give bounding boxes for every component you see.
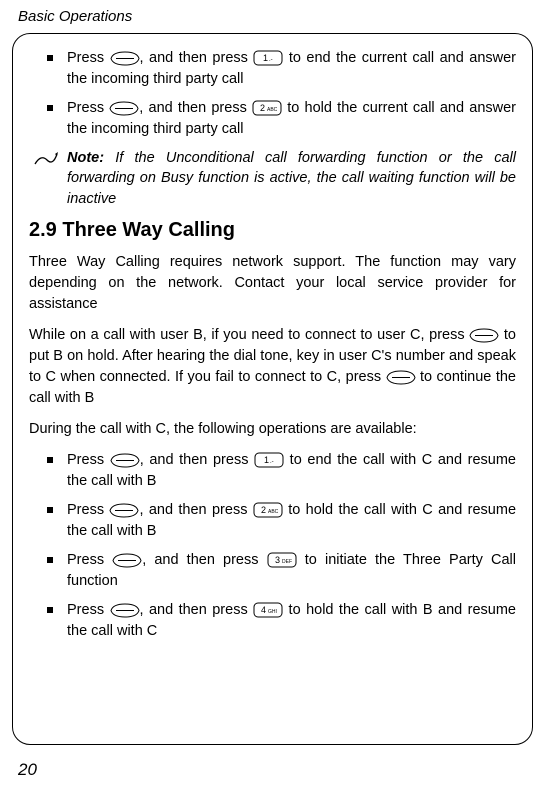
- svg-text:1: 1: [264, 455, 269, 465]
- page-header: Basic Operations: [0, 0, 545, 31]
- softkey-icon: [109, 503, 139, 518]
- svg-text:3: 3: [275, 555, 280, 565]
- softkey-icon: [386, 370, 416, 385]
- note-body: If the Unconditional call forwarding fun…: [67, 150, 516, 207]
- bullet-dot: [47, 607, 53, 613]
- bullet-dot: [47, 55, 53, 61]
- list-item-text: Press , and then press 1.- to end the ca…: [67, 450, 516, 492]
- softkey-icon: [110, 51, 140, 66]
- softkey-icon: [110, 603, 140, 618]
- list-item-text: Press , and then press 3DEF to initiate …: [67, 550, 516, 592]
- note-text: Note: If the Unconditional call forwardi…: [67, 148, 516, 209]
- note-block: Note: If the Unconditional call forwardi…: [33, 148, 516, 209]
- content-frame: Press , and then press 1.- to end the cu…: [12, 33, 533, 745]
- list-item: Press , and then press 1.- to end the cu…: [47, 48, 516, 90]
- svg-text:DEF: DEF: [282, 559, 292, 565]
- paragraph-1: Three Way Calling requires network suppo…: [29, 252, 516, 315]
- paragraph-3: During the call with C, the following op…: [29, 419, 516, 440]
- bullet-dot: [47, 507, 53, 513]
- bullet-dot: [47, 557, 53, 563]
- svg-text:ABC: ABC: [268, 509, 279, 515]
- list-item: Press , and then press 2ABC to hold the …: [47, 98, 516, 140]
- svg-text:.-: .-: [270, 459, 274, 465]
- svg-text:2: 2: [261, 505, 266, 515]
- list-item-text: Press , and then press 2ABC to hold the …: [67, 500, 516, 542]
- svg-text:.-: .-: [269, 57, 273, 63]
- page-number: 20: [18, 760, 37, 780]
- svg-text:4: 4: [261, 605, 266, 615]
- key-4-icon: 4GHI: [253, 602, 283, 618]
- key-2-icon: 2ABC: [253, 502, 283, 518]
- section-heading: 2.9 Three Way Calling: [29, 219, 516, 242]
- softkey-icon: [112, 553, 142, 568]
- svg-text:ABC: ABC: [267, 107, 278, 113]
- key-1-icon: 1.-: [254, 452, 284, 468]
- key-1-icon: 1.-: [253, 50, 283, 66]
- list-item: Press , and then press 3DEF to initiate …: [47, 550, 516, 592]
- bullet-dot: [47, 457, 53, 463]
- key-2-icon: 2ABC: [252, 100, 282, 116]
- note-label: Note:: [67, 150, 104, 166]
- softkey-icon: [109, 101, 139, 116]
- paragraph-2: While on a call with user B, if you need…: [29, 325, 516, 409]
- softkey-icon: [469, 328, 499, 343]
- pencil-icon: [33, 148, 59, 209]
- bullet-dot: [47, 105, 53, 111]
- list-item: Press , and then press 1.- to end the ca…: [47, 450, 516, 492]
- list-item-text: Press , and then press 1.- to end the cu…: [67, 48, 516, 90]
- list-item-text: Press , and then press 4GHI to hold the …: [67, 600, 516, 642]
- key-3-icon: 3DEF: [267, 552, 297, 568]
- svg-text:1: 1: [263, 53, 268, 63]
- svg-text:2: 2: [260, 103, 265, 113]
- list-item-text: Press , and then press 2ABC to hold the …: [67, 98, 516, 140]
- list-item: Press , and then press 4GHI to hold the …: [47, 600, 516, 642]
- svg-text:GHI: GHI: [268, 609, 277, 615]
- softkey-icon: [110, 453, 140, 468]
- list-item: Press , and then press 2ABC to hold the …: [47, 500, 516, 542]
